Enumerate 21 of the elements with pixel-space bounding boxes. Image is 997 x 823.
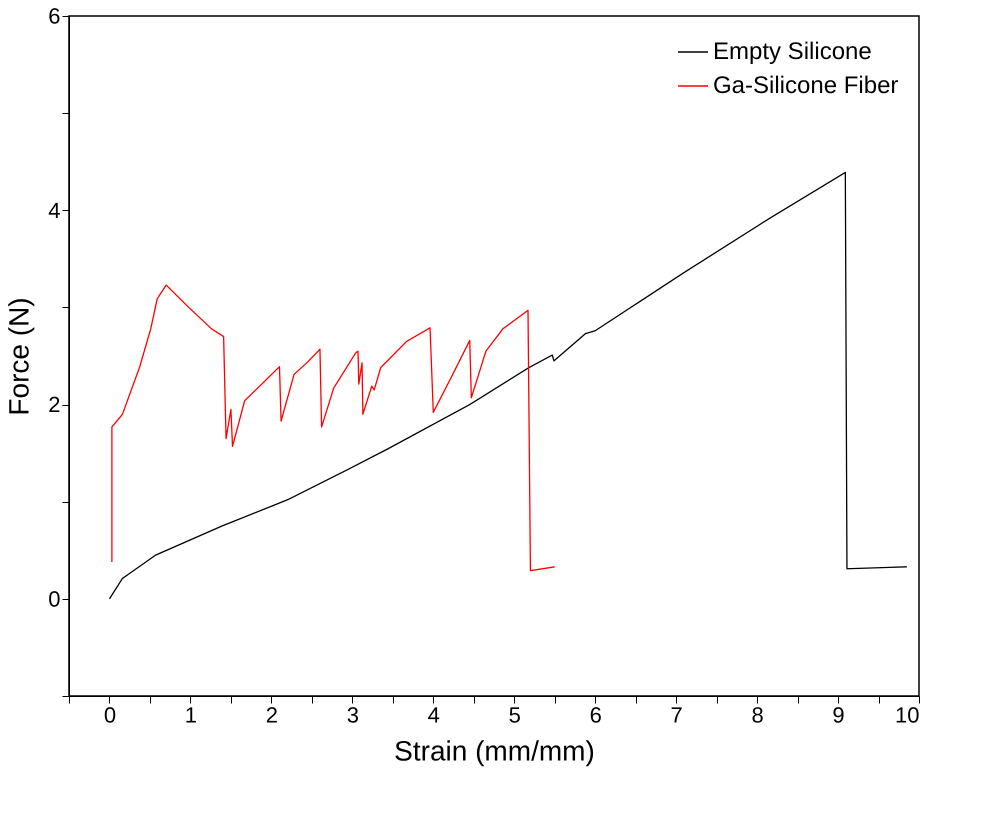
y-axis-title: Force (N) xyxy=(3,297,34,416)
line-series xyxy=(108,172,908,600)
x-tick-label: 8 xyxy=(751,702,764,728)
x-tick-label: 0 xyxy=(104,702,116,728)
x-tick-label: 2 xyxy=(266,702,278,728)
x-tick-label: 10 xyxy=(895,702,920,728)
y-tick-label: 4 xyxy=(48,198,60,223)
x-tick-label: 6 xyxy=(590,702,602,728)
y-tick-label: 6 xyxy=(48,4,60,28)
x-tick-label: 4 xyxy=(428,702,440,728)
x-tick-label: 1 xyxy=(184,702,198,728)
x-tick-label: 3 xyxy=(346,702,359,728)
x-tick-label: 7 xyxy=(670,702,683,728)
x-tick-label: 5 xyxy=(508,702,521,728)
y-tick-label: 2 xyxy=(48,392,60,418)
x-axis-title: Strain (mm/mm) xyxy=(394,736,595,766)
line-series xyxy=(111,284,556,572)
legend-label: Ga-Silicone Fiber xyxy=(713,72,898,99)
y-tick-label: 0 xyxy=(48,586,60,612)
x-tick-label: 9 xyxy=(832,702,845,728)
legend-label: Empty Silicone xyxy=(713,38,872,65)
